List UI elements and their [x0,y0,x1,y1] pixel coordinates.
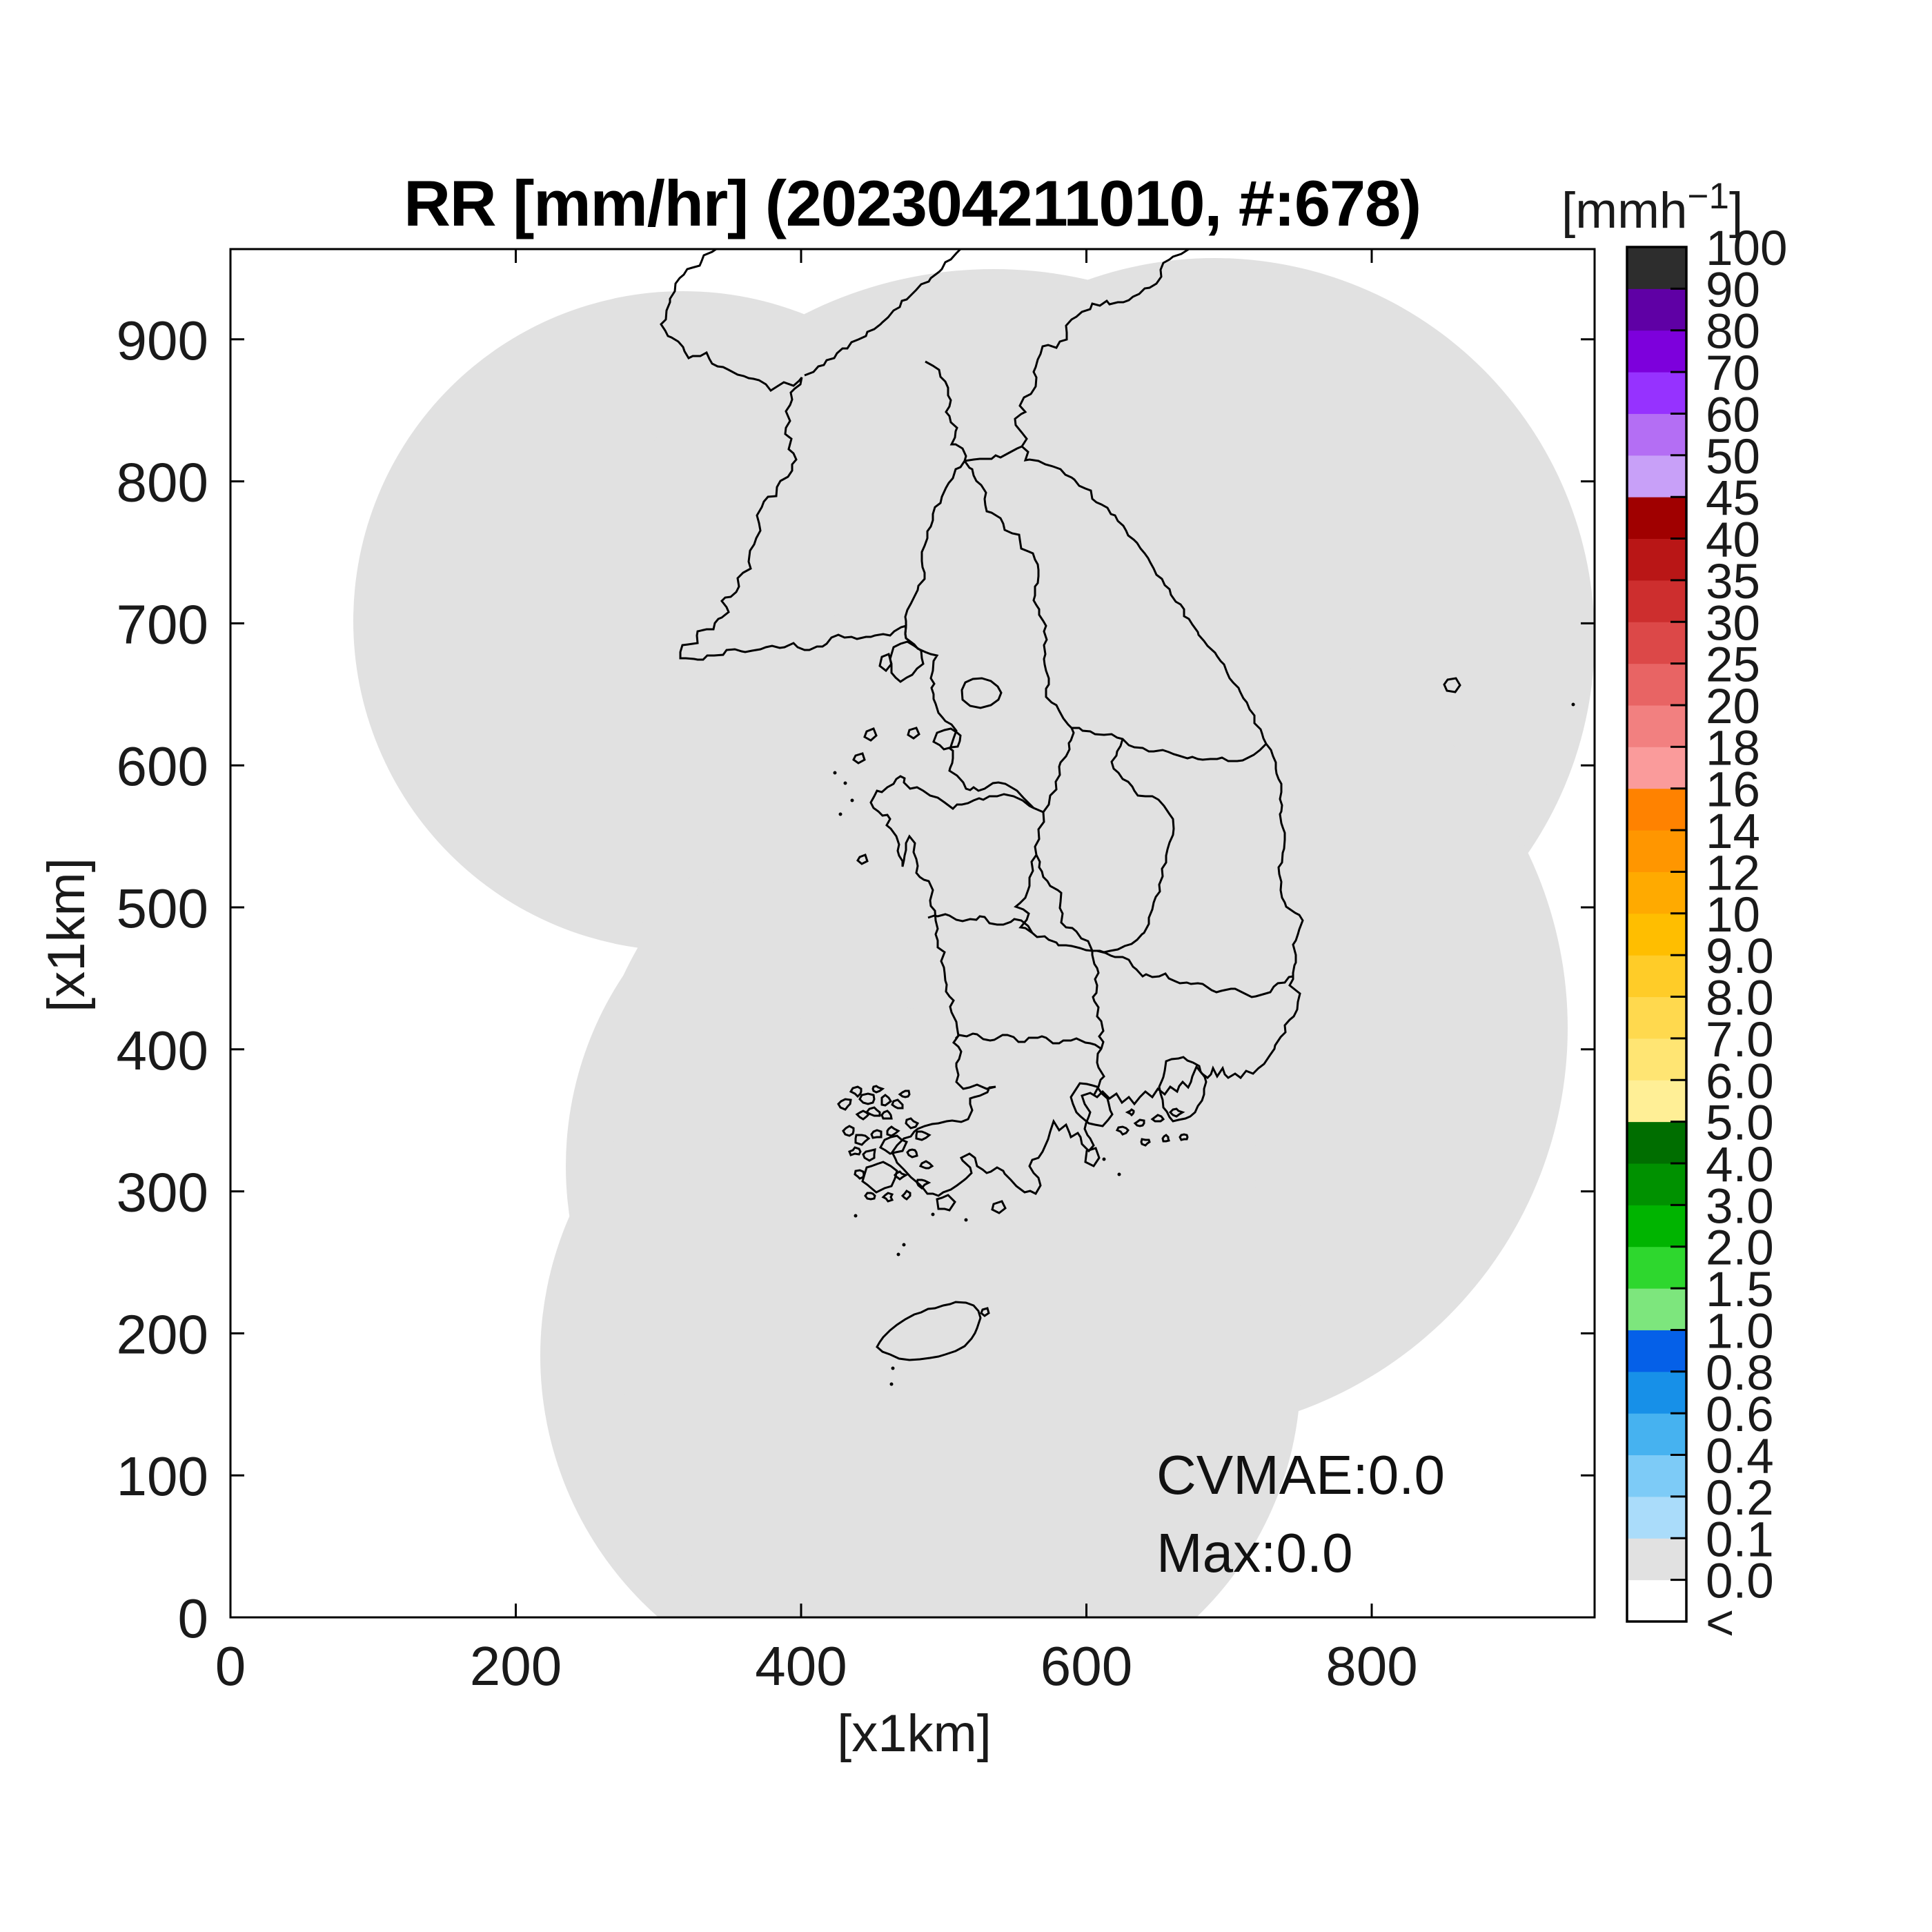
svg-text:200: 200 [117,1303,208,1365]
svg-text:40: 40 [1706,513,1760,568]
svg-text:20: 20 [1706,680,1760,734]
svg-text:0.8: 0.8 [1706,1346,1774,1401]
svg-text:18: 18 [1706,721,1760,776]
svg-text:0: 0 [215,1635,246,1697]
svg-text:0.0: 0.0 [1706,1555,1774,1609]
svg-text:35: 35 [1706,555,1760,609]
svg-text:300: 300 [117,1162,208,1223]
svg-text:500: 500 [117,878,208,939]
svg-text:14: 14 [1706,805,1760,859]
svg-text:60: 60 [1706,388,1760,443]
svg-text:0.2: 0.2 [1706,1471,1774,1526]
svg-text:0: 0 [178,1588,209,1649]
svg-text:9.0: 9.0 [1706,929,1774,984]
svg-text:4.0: 4.0 [1706,1138,1774,1192]
svg-text:2.0: 2.0 [1706,1221,1774,1276]
svg-text:600: 600 [117,736,208,797]
svg-text:Max:0.0: Max:0.0 [1156,1522,1353,1584]
svg-text:700: 700 [117,593,208,655]
svg-text:50: 50 [1706,430,1760,484]
svg-text:600: 600 [1041,1635,1132,1697]
svg-text:30: 30 [1706,596,1760,651]
svg-text:400: 400 [755,1635,847,1697]
svg-text:3.0: 3.0 [1706,1179,1774,1234]
svg-text:[mmh−1]: [mmh−1] [1561,176,1743,239]
svg-text:1.5: 1.5 [1706,1263,1774,1317]
svg-text:200: 200 [470,1635,562,1697]
svg-text:900: 900 [117,310,208,371]
svg-text:6.0: 6.0 [1706,1054,1774,1109]
svg-text:80: 80 [1706,305,1760,359]
svg-text:1.0: 1.0 [1706,1305,1774,1359]
svg-text:400: 400 [117,1020,208,1081]
svg-text:800: 800 [117,452,208,513]
svg-text:16: 16 [1706,763,1760,818]
svg-text:800: 800 [1325,1635,1417,1697]
svg-text:100: 100 [1706,221,1787,276]
svg-text:12: 12 [1706,847,1760,901]
svg-text:<: < [1706,1596,1734,1650]
svg-text:90: 90 [1706,263,1760,317]
svg-text:0.6: 0.6 [1706,1388,1774,1442]
svg-text:[x1km]: [x1km] [37,858,96,1012]
svg-text:5.0: 5.0 [1706,1096,1774,1151]
svg-text:25: 25 [1706,638,1760,693]
svg-text:10: 10 [1706,888,1760,943]
svg-text:8.0: 8.0 [1706,972,1774,1026]
svg-text:45: 45 [1706,471,1760,526]
svg-text:0.4: 0.4 [1706,1430,1774,1484]
svg-text:0.1: 0.1 [1706,1512,1774,1567]
svg-text:70: 70 [1706,346,1760,401]
svg-text:100: 100 [117,1446,208,1507]
svg-text:CVMAE:0.0: CVMAE:0.0 [1156,1444,1445,1506]
svg-text:[x1km]: [x1km] [837,1704,992,1763]
svg-text:RR [mm/hr] (202304211010, #:67: RR [mm/hr] (202304211010, #:678) [404,167,1421,239]
svg-text:7.0: 7.0 [1706,1013,1774,1067]
